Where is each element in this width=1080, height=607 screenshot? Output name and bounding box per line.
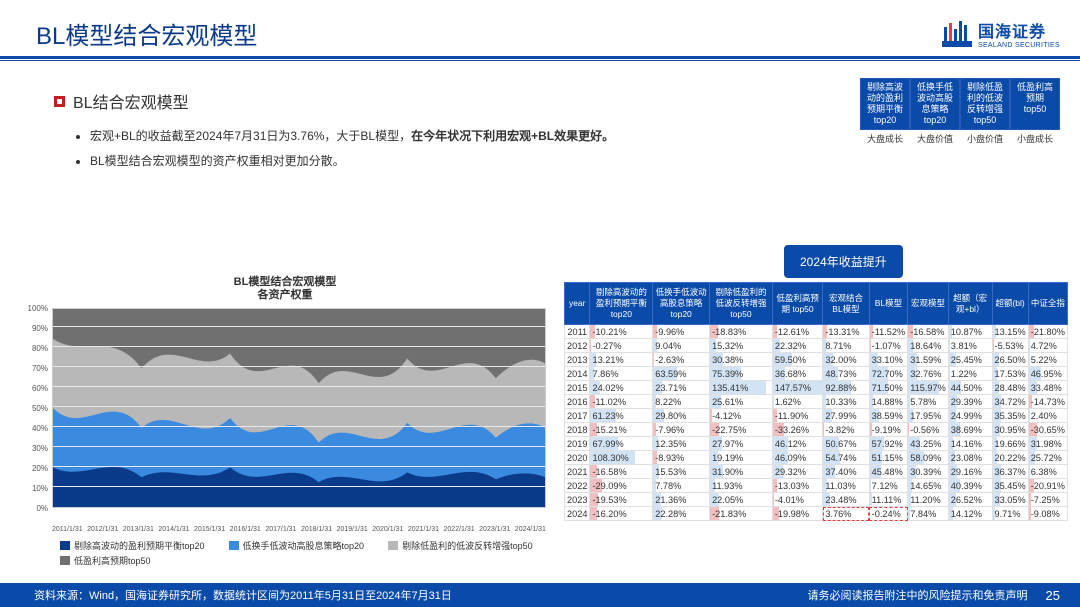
header-rule-thin (0, 60, 1080, 61)
table-body: 2011-10.21%-9.96%-18.83%-12.61%-13.31%-1… (565, 325, 1068, 521)
stacked-area-svg (53, 309, 545, 507)
table-row: 201761.23%29.80%-4.12%-11.90%27.99%38.59… (565, 409, 1068, 423)
section-heading-text: BL结合宏观模型 (73, 89, 189, 113)
chart-y-axis: 0%10%20%30%40%50%60%70%80%90%100% (20, 308, 50, 508)
badge-1: 剔除高波动的盈利预期平衡 top20 (860, 78, 910, 130)
returns-table-wrap: year剔除高波动的盈利预期平衡 top20低换手低波动高股息策略 top20剔… (564, 282, 1068, 521)
table-row: 201313.21%-2.63%30.38%59.50%32.00%33.10%… (565, 353, 1068, 367)
table-row: 2020108.30%-8.93%19.19%46.09%54.74%51.15… (565, 451, 1068, 465)
slide-header: BL模型结合宏观模型 国海证券 SEALAND SECURITIES (0, 0, 1080, 54)
table-row: 20147.86%63.59%75.39%36.68%48.73%72.70%3… (565, 367, 1068, 381)
chart-title: BL模型结合宏观模型各资产权重 (20, 276, 550, 302)
chart-plot (52, 308, 546, 508)
table-row: 2023-19.53%21.36%22.05%-4.01%23.48%11.11… (565, 493, 1068, 507)
bullet-square-icon (54, 96, 65, 107)
header-rule (0, 56, 1080, 59)
table-row: 2012-0.27%9.04%15.32%22.32%8.71%-1.07%18… (565, 339, 1068, 353)
logo-icon (942, 19, 972, 47)
strategy-badges: 剔除高波动的盈利预期平衡 top20 低换手低波动高股息策略 top20 剔除低… (860, 78, 1060, 145)
logo-text-zh: 国海证券 (978, 18, 1060, 42)
footer-source: 资料来源：Wind，国海证券研究所，数据统计区间为2011年5月31日至2024… (34, 587, 452, 603)
table-header-row: year剔除高波动的盈利预期平衡 top20低换手低波动高股息策略 top20剔… (565, 283, 1068, 325)
table-row: 201967.99%12.35%27.97%46.12%50.67%57.92%… (565, 437, 1068, 451)
table-row: 2018-15.21%-7.96%-22.75%-33.26%-3.82%-9.… (565, 423, 1068, 437)
badge-labels: 大盘成长 大盘价值 小盘价值 小盘成长 (860, 132, 1060, 145)
table-row: 2011-10.21%-9.96%-18.83%-12.61%-13.31%-1… (565, 325, 1068, 339)
slide-footer: 资料来源：Wind，国海证券研究所，数据统计区间为2011年5月31日至2024… (0, 583, 1080, 607)
returns-table: year剔除高波动的盈利预期平衡 top20低换手低波动高股息策略 top20剔… (564, 282, 1068, 521)
table-row: 2024-16.20%22.28%-21.83%-19.98%3.76%-0.2… (565, 507, 1068, 521)
weights-chart: BL模型结合宏观模型各资产权重 0%10%20%30%40%50%60%70%8… (20, 276, 550, 556)
table-row: 201524.02%23.71%135.41%147.57%92.88%71.5… (565, 381, 1068, 395)
badge-2: 低换手低波动高股息策略 top20 (910, 78, 960, 130)
company-logo: 国海证券 SEALAND SECURITIES (942, 18, 1060, 49)
return-highlight-button[interactable]: 2024年收益提升 (784, 245, 903, 278)
slide-title: BL模型结合宏观模型 (36, 16, 257, 51)
badge-3: 剔除低盈利的低波反转增强 top50 (960, 78, 1010, 130)
table-row: 2021-16.58%15.53%31.90%29.32%37.40%45.48… (565, 465, 1068, 479)
chart-x-axis: 2011/1/312012/1/312013/1/312014/1/312015… (52, 526, 546, 533)
footer-disclaimer: 请务必阅读报告附注中的风险提示和免责声明 (808, 587, 1028, 603)
table-row: 2016-11.02%8.22%25.61%1.62%10.33%14.88%5… (565, 395, 1068, 409)
chart-body: 0%10%20%30%40%50%60%70%80%90%100% 2011/1… (20, 308, 550, 533)
table-row: 2022-29.09%7.78%11.93%-13.03%11.03%7.12%… (565, 479, 1068, 493)
bullet-2: BL模型结合宏观模型的资产权重相对更加分散。 (90, 152, 1080, 169)
page-number: 25 (1046, 588, 1060, 603)
logo-text-en: SEALAND SECURITIES (978, 42, 1060, 49)
badge-4: 低盈利高预期 top50 (1010, 78, 1060, 130)
chart-legend: 剔除高波动的盈利预期平衡top20低换手低波动高股息策略top20剔除低盈利的低… (60, 539, 550, 567)
badge-row: 剔除高波动的盈利预期平衡 top20 低换手低波动高股息策略 top20 剔除低… (860, 78, 1060, 130)
